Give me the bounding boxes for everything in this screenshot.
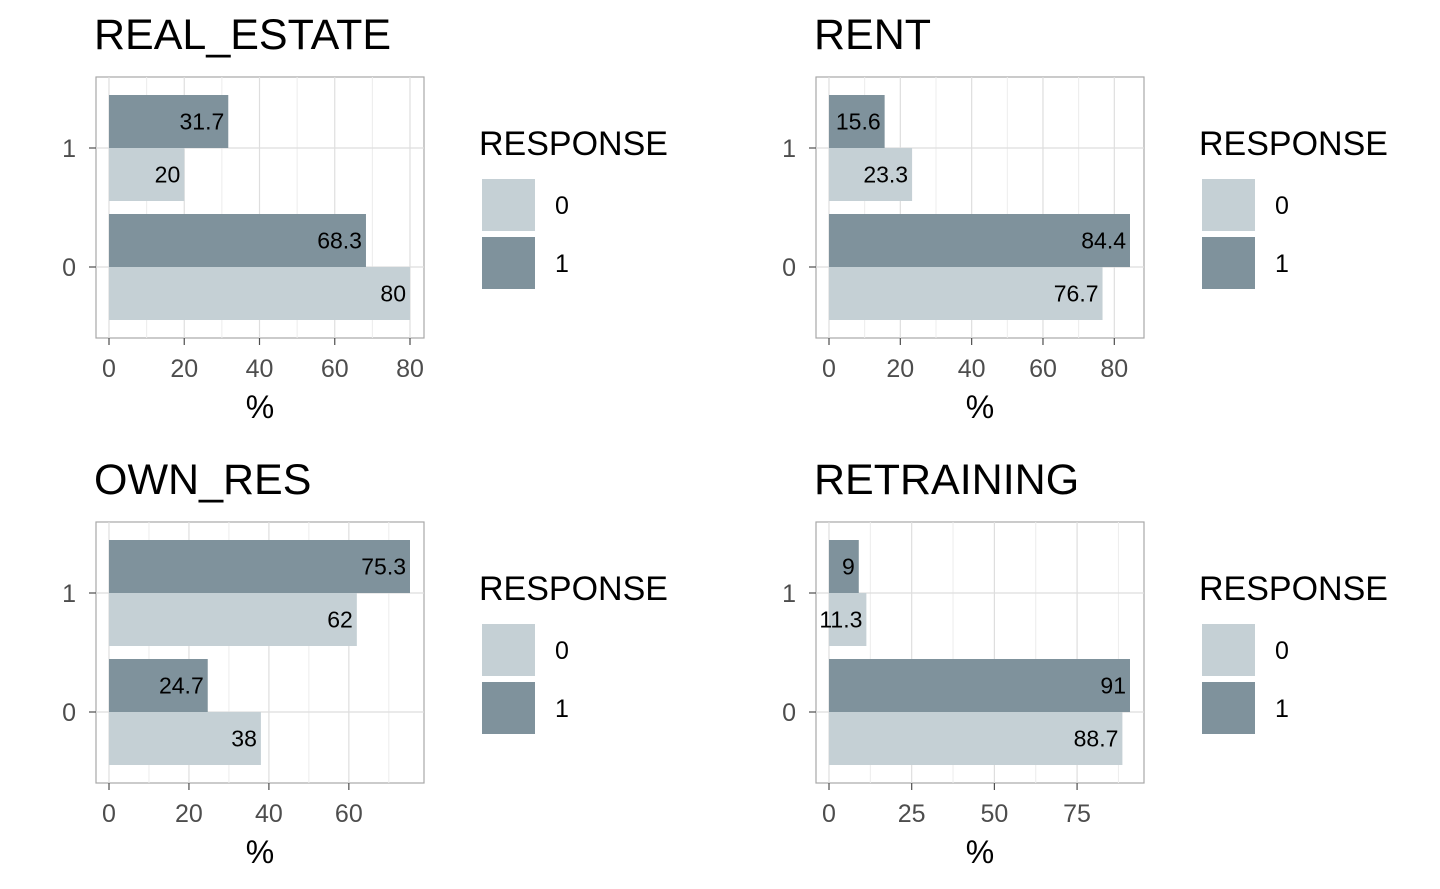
data-label: 11.3 <box>819 607 862 633</box>
panel-border <box>95 521 425 784</box>
x-tick-label: 0 <box>102 800 116 828</box>
data-label: 9 <box>842 554 855 580</box>
x-axis-title: % <box>246 389 274 425</box>
y-tick-label: 0 <box>782 254 796 282</box>
data-label: 84.4 <box>1081 228 1126 254</box>
legend-swatch-0 <box>482 179 535 231</box>
legend-swatch-1 <box>482 237 535 289</box>
x-tick-label: 0 <box>102 355 116 383</box>
legend-swatch-0 <box>1202 179 1255 231</box>
legend-swatch-0 <box>482 624 535 676</box>
x-tick-label: 80 <box>396 355 424 383</box>
data-label: 20 <box>155 162 181 188</box>
x-tick-label: 60 <box>1029 355 1057 383</box>
bar-response-1 <box>109 214 366 267</box>
bar-response-0 <box>829 712 1123 765</box>
bar-response-1 <box>829 540 859 593</box>
data-label: 76.7 <box>1054 281 1099 307</box>
x-tick-label: 50 <box>980 800 1008 828</box>
data-label: 23.3 <box>863 162 908 188</box>
x-axis-title: % <box>966 834 994 870</box>
y-tick-label: 1 <box>62 580 76 608</box>
x-tick-label: 20 <box>886 355 914 383</box>
bar-response-0 <box>109 593 357 646</box>
legend-title: RESPONSE <box>1199 570 1388 608</box>
panel-title: RENT <box>814 11 931 59</box>
data-label: 80 <box>380 281 406 307</box>
panel-title: OWN_RES <box>94 456 311 504</box>
legend-label-1: 1 <box>555 250 569 278</box>
bar-response-1 <box>109 95 229 148</box>
x-tick-label: 40 <box>958 355 986 383</box>
data-label: 31.7 <box>180 109 225 135</box>
legend-label-0: 0 <box>1275 192 1289 220</box>
legend-label-1: 1 <box>555 695 569 723</box>
panel-title: REAL_ESTATE <box>94 11 391 59</box>
legend-title: RESPONSE <box>1199 125 1388 163</box>
x-tick-label: 0 <box>822 355 836 383</box>
panel-1: RENT 0 20 40 60 80 0 1 76.7 23.3 84.4 15.6% RESPONSE… <box>782 11 1388 425</box>
y-tick-label: 0 <box>62 254 76 282</box>
x-tick-label: 20 <box>170 355 198 383</box>
panel-title: RETRAINING <box>814 456 1079 504</box>
x-tick-label: 60 <box>335 800 363 828</box>
legend-swatch-1 <box>482 682 535 734</box>
bar-response-0 <box>829 267 1103 320</box>
panel-border <box>815 521 1145 784</box>
bar-response-1 <box>829 659 1130 712</box>
x-axis-title: % <box>246 834 274 870</box>
legend-swatch-0 <box>1202 624 1255 676</box>
panel-0: REAL_ESTATE 0 20 40 60 80 0 1 80 20 68.3 31.7% RESPO… <box>62 11 668 425</box>
bar-response-0 <box>829 148 913 201</box>
legend-label-1: 1 <box>1275 250 1289 278</box>
legend-title: RESPONSE <box>479 570 668 608</box>
bar-response-0 <box>109 712 261 765</box>
panel-border <box>815 76 1145 339</box>
y-tick-label: 1 <box>782 135 796 163</box>
legend-swatch-1 <box>1202 237 1255 289</box>
legend-swatch-1 <box>1202 682 1255 734</box>
legend-label-1: 1 <box>1275 695 1289 723</box>
x-tick-label: 25 <box>898 800 926 828</box>
x-tick-label: 20 <box>175 800 203 828</box>
data-label: 68.3 <box>317 228 362 254</box>
bar-response-0 <box>109 148 185 201</box>
x-tick-label: 60 <box>321 355 349 383</box>
y-tick-label: 1 <box>782 580 796 608</box>
data-label: 91 <box>1100 673 1126 699</box>
x-axis-title: % <box>966 389 994 425</box>
data-label: 15.6 <box>836 109 881 135</box>
bar-response-0 <box>829 593 867 646</box>
data-label: 38 <box>231 726 257 752</box>
data-label: 62 <box>327 607 353 633</box>
x-tick-label: 80 <box>1100 355 1128 383</box>
x-tick-label: 75 <box>1063 800 1091 828</box>
data-label: 24.7 <box>159 673 204 699</box>
bar-response-1 <box>829 214 1130 267</box>
panel-3: RETRAINING 0 25 50 75 0 1 88.7 11.3 91 9% RESPONSE 0… <box>782 456 1388 870</box>
x-tick-label: 40 <box>246 355 274 383</box>
bar-response-1 <box>829 95 885 148</box>
bar-response-1 <box>109 540 410 593</box>
legend-label-0: 0 <box>1275 637 1289 665</box>
data-label: 88.7 <box>1074 726 1119 752</box>
bar-response-1 <box>109 659 208 712</box>
legend-title: RESPONSE <box>479 125 668 163</box>
y-tick-label: 0 <box>62 699 76 727</box>
legend-label-0: 0 <box>555 637 569 665</box>
bar-response-0 <box>109 267 410 320</box>
data-label: 75.3 <box>361 554 406 580</box>
y-tick-label: 0 <box>782 699 796 727</box>
y-tick-label: 1 <box>62 135 76 163</box>
x-tick-label: 0 <box>822 800 836 828</box>
panel-2: OWN_RES 0 20 40 60 0 1 38 62 24.7 75.3% RESPONSE 0 1 <box>62 456 668 870</box>
legend-label-0: 0 <box>555 192 569 220</box>
x-tick-label: 40 <box>255 800 283 828</box>
